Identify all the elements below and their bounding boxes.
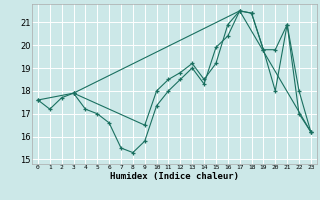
X-axis label: Humidex (Indice chaleur): Humidex (Indice chaleur) <box>110 172 239 181</box>
